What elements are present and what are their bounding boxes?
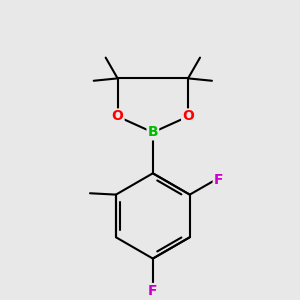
Text: F: F	[214, 173, 223, 188]
Text: O: O	[182, 110, 194, 124]
Text: O: O	[112, 110, 124, 124]
Text: F: F	[148, 284, 158, 298]
Text: B: B	[148, 125, 158, 140]
